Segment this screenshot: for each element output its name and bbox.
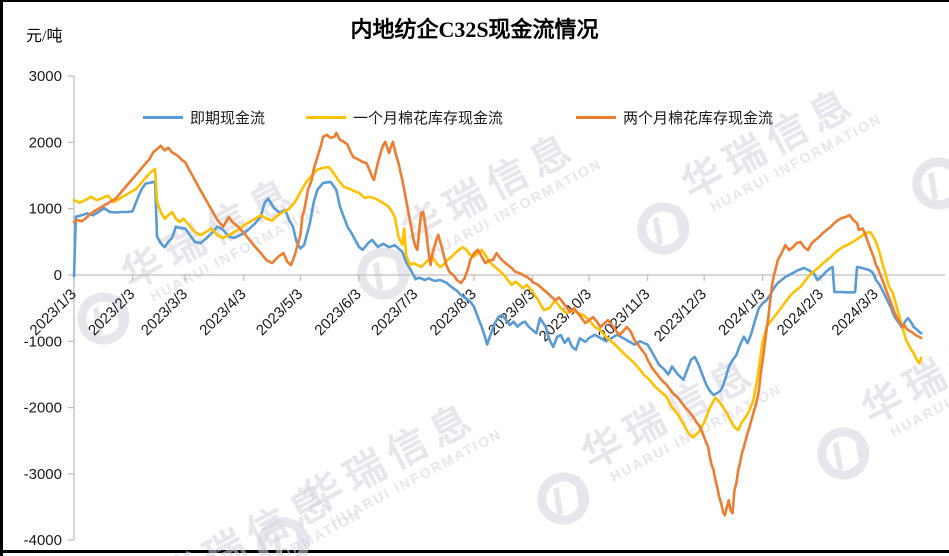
x-axis-tick-label: 2023/3/3 bbox=[138, 286, 191, 339]
x-axis-tick-label: 2024/2/3 bbox=[774, 286, 827, 339]
legend-item-spot-cashflow: 即期现金流 bbox=[143, 108, 266, 127]
x-axis-tick-label: 2024/1/3 bbox=[715, 286, 768, 339]
x-axis-tick-label: 2023/5/3 bbox=[253, 286, 306, 339]
y-axis-tick-label: -3000 bbox=[24, 466, 62, 483]
y-axis-tick-label: -2000 bbox=[24, 400, 62, 417]
x-axis-tick-label: 2023/2/3 bbox=[85, 286, 138, 339]
x-axis-tick-label: 2023/12/3 bbox=[651, 286, 710, 345]
y-axis-unit-label: 元/吨 bbox=[26, 28, 63, 45]
legend-label: 即期现金流 bbox=[190, 109, 266, 127]
x-axis-tick-label: 2024/3/3 bbox=[828, 286, 881, 339]
y-axis-tick-label: -1000 bbox=[24, 333, 62, 350]
y-axis-tick-label: -4000 bbox=[24, 532, 62, 549]
series-line-1 bbox=[72, 165, 923, 439]
bottom-border bbox=[0, 550, 949, 553]
y-axis-tick-label: 2000 bbox=[29, 134, 62, 151]
x-axis-tick-label: 2023/8/3 bbox=[427, 286, 480, 339]
x-axis-tick-label: 2023/1/3 bbox=[27, 286, 80, 339]
legend-item-one-month-inventory-cashflow: 一个月棉花库存现金流 bbox=[306, 108, 504, 127]
x-axis-tick-label: 2023/10/3 bbox=[536, 286, 595, 345]
x-axis-tick-label: 2023/7/3 bbox=[368, 286, 421, 339]
top-border bbox=[0, 0, 949, 2]
series-line-2 bbox=[72, 131, 923, 517]
y-axis-tick-label: 0 bbox=[54, 267, 62, 284]
y-axis-tick-label: 3000 bbox=[29, 68, 62, 85]
legend-line-yellow-icon bbox=[306, 115, 346, 119]
legend-line-blue-icon bbox=[143, 115, 183, 119]
left-border bbox=[0, 0, 3, 556]
x-axis-tick-label: 2023/6/3 bbox=[311, 286, 364, 339]
legend-label: 两个月棉花库存现金流 bbox=[623, 109, 774, 127]
legend-line-orange-icon bbox=[576, 115, 616, 119]
x-axis-tick-label: 2023/4/3 bbox=[196, 286, 249, 339]
legend-label: 一个月棉花库存现金流 bbox=[353, 109, 504, 127]
y-axis-tick-label: 1000 bbox=[29, 201, 62, 218]
legend-item-two-month-inventory-cashflow: 两个月棉花库存现金流 bbox=[576, 108, 774, 127]
page-title: 内地纺企C32S现金流情况 bbox=[350, 17, 599, 42]
series-line-0 bbox=[72, 180, 923, 397]
